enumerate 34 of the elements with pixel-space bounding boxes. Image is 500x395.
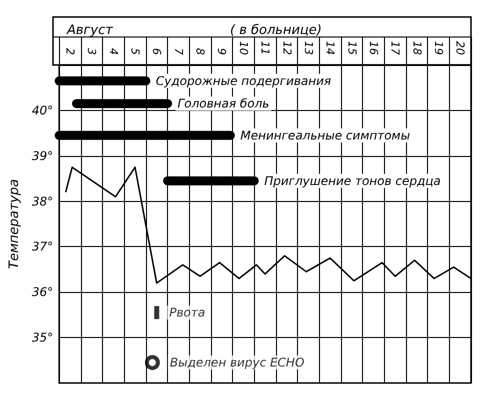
chart-subtitle: ( в больнице)	[230, 23, 322, 38]
y-tick-label: 37°	[32, 240, 54, 254]
x-tick-label: 18	[410, 41, 424, 55]
y-tick-label: 40°	[32, 103, 54, 118]
x-tick-label: 11	[258, 41, 272, 55]
series-label: Рвота	[169, 306, 206, 320]
x-tick-label: 5	[128, 48, 142, 55]
x-tick-label: 3	[85, 48, 98, 55]
x-tick-label: 20	[454, 41, 467, 55]
y-tick-label: 39°	[32, 148, 54, 163]
series-label: Выделен вирус ЕСНО	[170, 356, 304, 370]
series-label: Менингеальные симптомы	[240, 128, 410, 142]
x-tick-label: 17	[388, 41, 402, 55]
x-tick-label: 10	[236, 41, 250, 55]
x-tick-label: 2	[64, 48, 77, 55]
x-tick-label: 12	[280, 41, 294, 55]
x-tick-label: 6	[150, 48, 164, 55]
chart-title: Август	[66, 23, 114, 38]
series-label: Головная боль	[178, 96, 270, 111]
x-tick-label: 9	[215, 48, 228, 55]
x-tick-label: 13	[302, 41, 315, 55]
x-tick-label: 8	[194, 48, 207, 55]
x-tick-label: 15	[345, 41, 358, 55]
x-tick-label: 16	[366, 41, 380, 55]
x-tick-label: 4	[106, 48, 120, 55]
x-tick-label: 19	[432, 41, 445, 55]
y-tick-label: 35°	[32, 330, 54, 345]
y-tick-label: 38°	[32, 194, 54, 208]
x-tick-label: 14	[324, 41, 337, 55]
y-tick-label: 36°	[32, 285, 54, 300]
x-tick-label: 7	[172, 48, 185, 55]
legend-label: Судорожные подергивания	[156, 74, 332, 88]
series-label: Приглушение тонов сердца	[264, 174, 441, 188]
y-axis-title: Температура	[7, 178, 22, 269]
